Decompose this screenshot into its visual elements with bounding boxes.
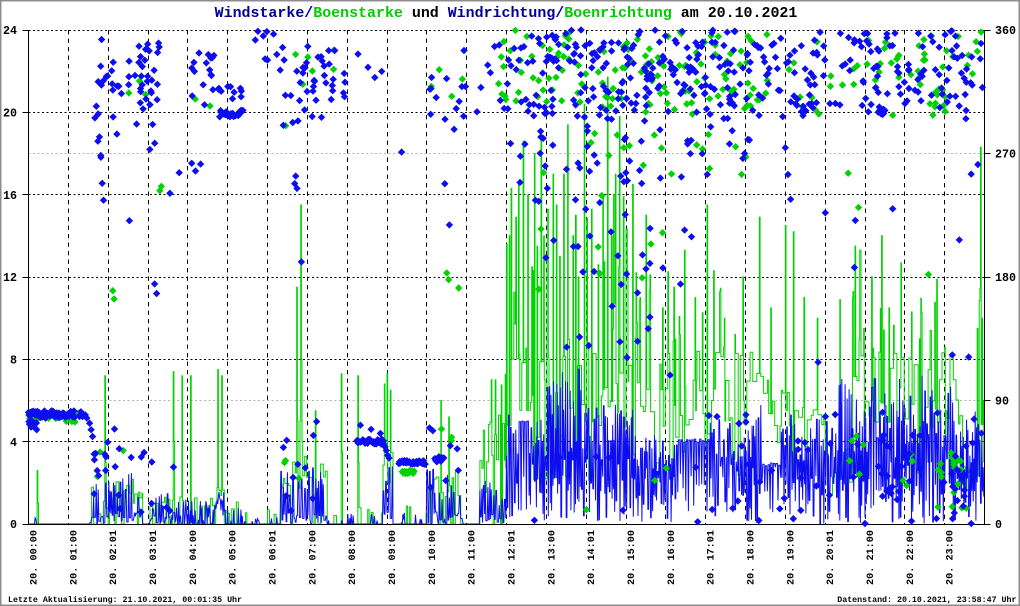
svg-text:20. 20:01: 20. 20:01 [826,530,837,585]
svg-text:90: 90 [995,395,1009,409]
svg-text:20. 09:00: 20. 09:00 [388,530,399,585]
svg-text:20. 16:00: 20. 16:00 [667,530,678,585]
svg-text:8: 8 [10,354,17,368]
svg-text:360: 360 [995,24,1016,38]
svg-text:20. 10:00: 20. 10:00 [428,530,439,585]
svg-text:20. 12:01: 20. 12:01 [508,530,519,585]
svg-text:20. 15:00: 20. 15:00 [627,530,638,585]
svg-text:20. 06:01: 20. 06:01 [269,530,280,585]
svg-text:20: 20 [3,107,17,121]
svg-text:20. 21:00: 20. 21:00 [866,530,877,585]
svg-text:20. 07:00: 20. 07:00 [308,530,319,585]
svg-text:12: 12 [3,271,17,285]
svg-text:Windstarke/Boenstarke und Wind: Windstarke/Boenstarke und Windrichtung/B… [215,6,798,22]
svg-text:20. 19:00: 20. 19:00 [786,530,797,585]
svg-text:20. 23:00: 20. 23:00 [946,530,957,585]
svg-text:20. 18:00: 20. 18:00 [747,530,758,585]
svg-text:20. 01:00: 20. 01:00 [69,530,80,585]
svg-text:20. 04:00: 20. 04:00 [189,530,200,585]
svg-text:20. 08:00: 20. 08:00 [348,530,359,585]
svg-text:20. 11:00: 20. 11:00 [468,530,479,585]
svg-text:20. 00:00: 20. 00:00 [30,530,41,585]
svg-text:0: 0 [10,518,17,532]
svg-text:0: 0 [995,518,1002,532]
svg-text:24: 24 [3,24,17,38]
svg-text:20. 22:00: 20. 22:00 [906,530,917,585]
svg-text:20. 03:01: 20. 03:01 [149,530,160,585]
svg-text:20. 02:01: 20. 02:01 [109,530,120,585]
svg-text:20. 13:00: 20. 13:00 [547,530,558,585]
svg-text:20. 17:01: 20. 17:01 [707,530,718,585]
svg-text:20. 05:00: 20. 05:00 [229,530,240,585]
svg-text:4: 4 [10,436,17,450]
svg-text:Datenstand: 20.10.2021, 23:58:: Datenstand: 20.10.2021, 23:58:47 Uhr [837,595,1016,605]
svg-text:270: 270 [995,148,1016,162]
svg-text:Letzte Aktualisierung: 21.10.2: Letzte Aktualisierung: 21.10.2021, 00:01… [8,595,242,605]
svg-text:16: 16 [3,189,17,203]
svg-text:20. 14:01: 20. 14:01 [587,530,598,585]
svg-text:180: 180 [995,271,1016,285]
